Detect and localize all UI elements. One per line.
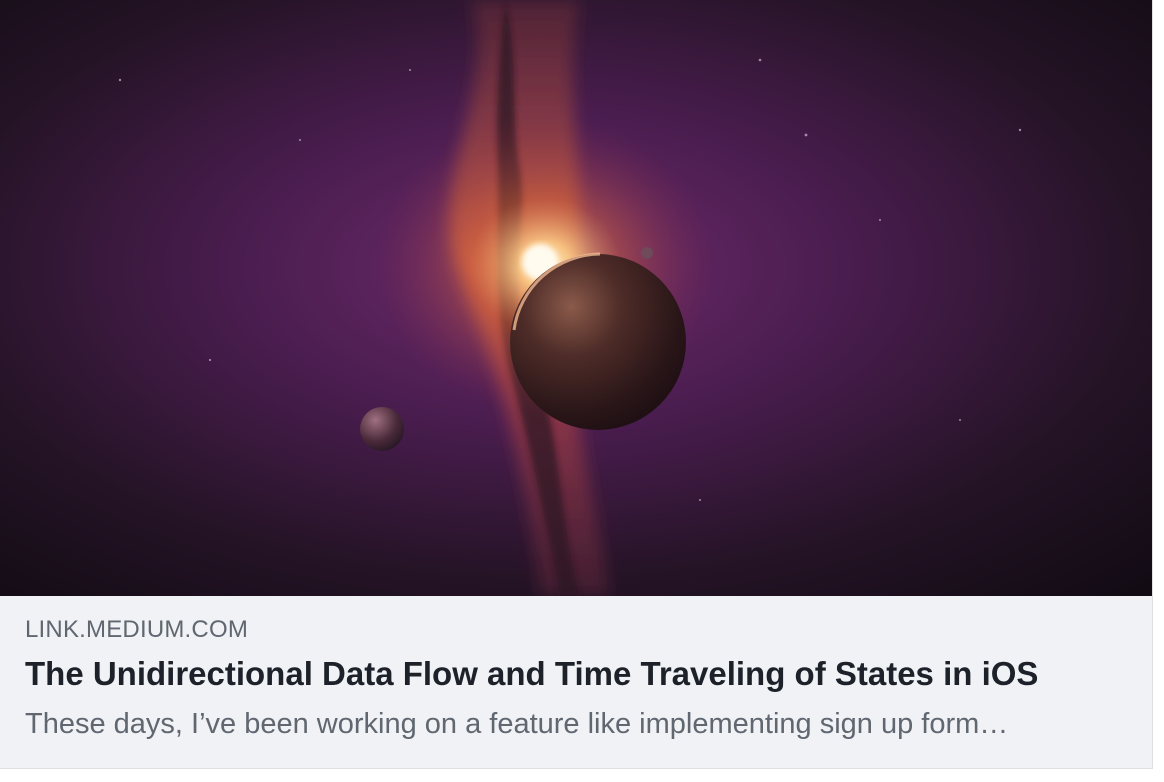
link-title[interactable]: The Unidirectional Data Flow and Time Tr… bbox=[25, 655, 1039, 692]
link-preview-meta[interactable]: LINK.MEDIUM.COM The Unidirectional Data … bbox=[0, 596, 1152, 768]
link-description: These days, I’ve been working on a featu… bbox=[25, 708, 1009, 740]
preview-image[interactable] bbox=[0, 0, 1152, 596]
link-preview-card[interactable]: LINK.MEDIUM.COM The Unidirectional Data … bbox=[0, 0, 1153, 769]
link-domain: LINK.MEDIUM.COM bbox=[25, 616, 249, 643]
